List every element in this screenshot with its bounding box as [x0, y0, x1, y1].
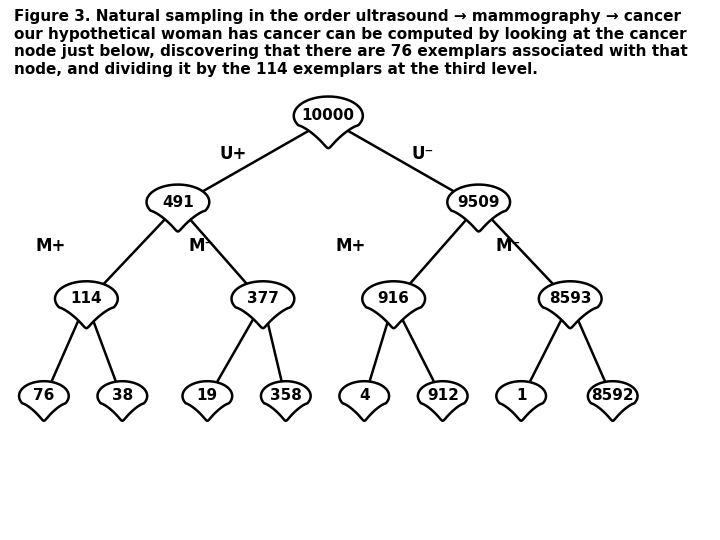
- Text: 377: 377: [247, 291, 279, 306]
- PathPatch shape: [55, 281, 118, 328]
- Text: 19: 19: [197, 388, 218, 403]
- PathPatch shape: [19, 381, 68, 421]
- Text: 8592: 8592: [591, 388, 634, 403]
- PathPatch shape: [97, 381, 147, 421]
- PathPatch shape: [539, 281, 602, 328]
- PathPatch shape: [447, 185, 510, 232]
- Text: 10000: 10000: [302, 108, 355, 123]
- Text: 912: 912: [427, 388, 459, 403]
- PathPatch shape: [362, 281, 425, 328]
- Text: M+: M+: [336, 237, 366, 255]
- Text: 9509: 9509: [457, 194, 500, 210]
- Text: 4: 4: [359, 388, 369, 403]
- Text: U+: U+: [220, 145, 247, 164]
- Text: M⁻: M⁻: [188, 237, 213, 255]
- PathPatch shape: [496, 381, 546, 421]
- Text: Figure 3. Natural sampling in the order ultrasound → mammography → cancer
our hy: Figure 3. Natural sampling in the order …: [14, 9, 688, 77]
- Text: M⁻: M⁻: [495, 237, 521, 255]
- Text: 491: 491: [162, 194, 194, 210]
- Text: 8593: 8593: [549, 291, 591, 306]
- Text: 1: 1: [516, 388, 526, 403]
- PathPatch shape: [182, 381, 232, 421]
- PathPatch shape: [147, 185, 210, 232]
- PathPatch shape: [232, 281, 294, 328]
- PathPatch shape: [418, 381, 467, 421]
- PathPatch shape: [588, 381, 637, 421]
- PathPatch shape: [261, 381, 310, 421]
- Text: 76: 76: [33, 388, 55, 403]
- Text: M+: M+: [35, 237, 66, 255]
- Text: 38: 38: [112, 388, 133, 403]
- PathPatch shape: [294, 97, 363, 148]
- Text: 916: 916: [378, 291, 410, 306]
- Text: U⁻: U⁻: [412, 145, 434, 164]
- PathPatch shape: [339, 381, 389, 421]
- Text: 114: 114: [71, 291, 102, 306]
- Text: 358: 358: [270, 388, 302, 403]
